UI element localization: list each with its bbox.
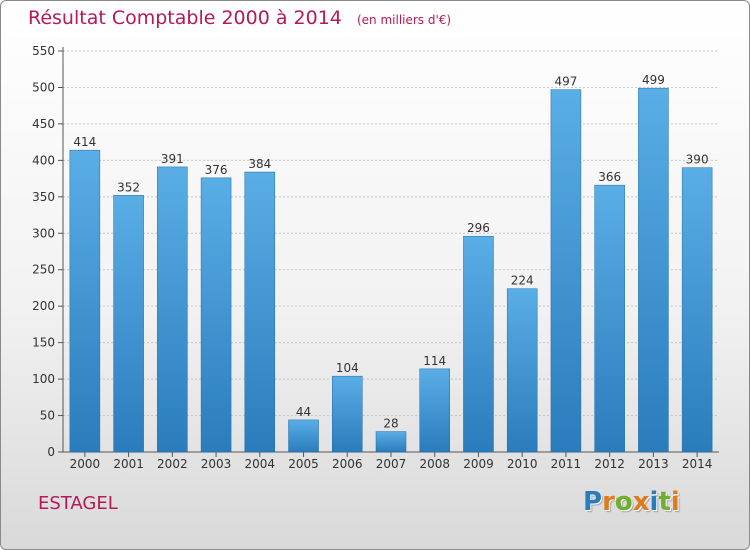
bar-value-label: 296 (467, 221, 490, 235)
bar-value-label: 391 (161, 152, 184, 166)
bar (463, 235, 494, 453)
y-tick-label: 450 (32, 117, 55, 131)
bar (550, 89, 582, 453)
brand-letter: r (602, 487, 615, 517)
bar-value-label: 44 (296, 405, 311, 419)
label-layer: 414 352 391 376 384 44 104 28 114 296 224 497 366 499… (73, 73, 708, 430)
bar-value-label: 497 (554, 75, 577, 89)
x-tick-label: 2003 (201, 457, 232, 471)
bar (288, 419, 319, 453)
x-tick-label: 2009 (463, 457, 494, 471)
bar-value-label: 366 (598, 170, 621, 184)
bar (200, 177, 232, 453)
bar (113, 195, 144, 453)
bar (375, 431, 407, 453)
brand-letter: o (614, 487, 633, 517)
bar (681, 167, 713, 453)
brand-letter: i (649, 487, 659, 517)
brand-letter: P (583, 487, 603, 517)
bar (157, 166, 188, 453)
bar-value-label: 499 (642, 73, 665, 87)
bar-value-label: 352 (117, 180, 140, 194)
x-tick-label: 2002 (157, 457, 188, 471)
x-tick-label: 2014 (682, 457, 713, 471)
bar (506, 288, 538, 453)
bar (594, 184, 625, 453)
x-tick-label: 2007 (376, 457, 407, 471)
x-tick-label: 2006 (332, 457, 363, 471)
bar-value-label: 114 (423, 354, 446, 368)
bar (332, 375, 363, 453)
x-tick-label: 2010 (507, 457, 538, 471)
x-tick-label: 2012 (594, 457, 625, 471)
y-tick-label: 200 (32, 299, 55, 313)
bar (419, 368, 450, 453)
bar (244, 171, 276, 453)
x-tick-label: 2001 (113, 457, 144, 471)
bar (638, 87, 669, 453)
y-tick-label: 300 (32, 226, 55, 240)
brand-letter: t (658, 487, 671, 517)
x-tick-label: 2008 (419, 457, 450, 471)
bar (69, 149, 101, 453)
bar-value-label: 390 (686, 153, 709, 167)
x-tick-label: 2005 (288, 457, 319, 471)
y-tick-label: 0 (47, 445, 55, 459)
y-tick-label: 50 (40, 409, 55, 423)
bar-layer (69, 87, 713, 453)
y-tick-label: 500 (32, 80, 55, 94)
y-tick-label: 100 (32, 372, 55, 386)
x-tick-label: 2013 (638, 457, 669, 471)
brand-letter: i (670, 487, 680, 517)
bar-value-label: 414 (73, 135, 96, 149)
title-unit: (en milliers d'€) (356, 13, 452, 27)
y-tick-label: 400 (32, 153, 55, 167)
commune-name: ESTAGEL (38, 493, 118, 514)
title-main: Résultat Comptable 2000 à 2014 (28, 7, 342, 29)
proxiti-logo: Proxiti (583, 487, 680, 517)
x-tick-label: 2011 (551, 457, 582, 471)
y-tick-label: 150 (32, 336, 55, 350)
axis-layer: 0 50 100 150 200 250 300 350 400 450 500 550 2000 200… (32, 44, 719, 471)
chart-title: Résultat Comptable 2000 à 2014 (en milli… (28, 7, 451, 29)
y-tick-label: 250 (32, 263, 55, 277)
bar-value-label: 28 (383, 417, 398, 431)
x-tick-label: 2000 (70, 457, 101, 471)
bar-value-label: 224 (511, 274, 534, 288)
bar-value-label: 376 (205, 163, 228, 177)
y-tick-label: 350 (32, 190, 55, 204)
y-tick-label: 550 (32, 44, 55, 58)
x-tick-label: 2004 (245, 457, 276, 471)
bar-value-label: 104 (336, 361, 359, 375)
brand-letter: x (632, 487, 650, 517)
bar-value-label: 384 (248, 157, 271, 171)
